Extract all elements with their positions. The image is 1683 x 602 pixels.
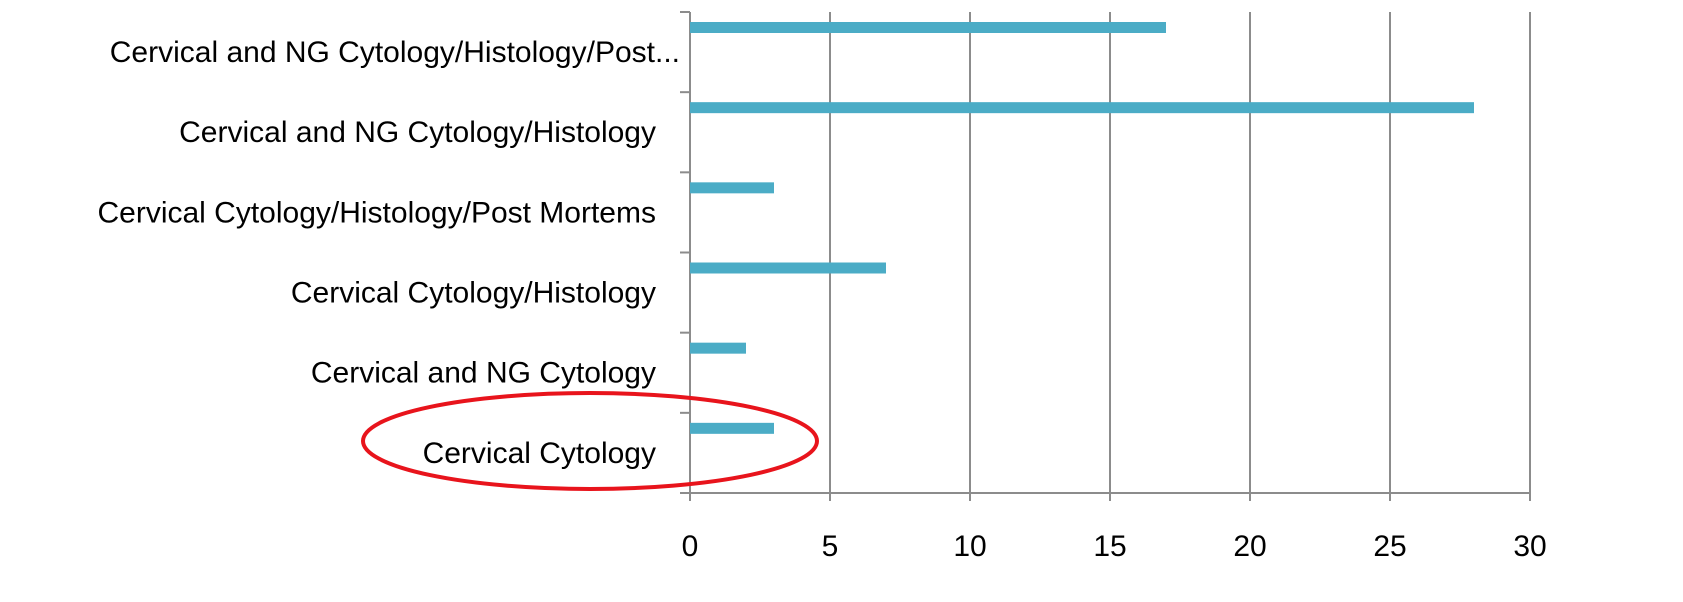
y-tick-label: Cervical Cytology/Histology/Post Mortems bbox=[97, 196, 656, 229]
x-tick-label: 25 bbox=[1373, 530, 1406, 563]
y-tick-label: Cervical Cytology bbox=[423, 437, 656, 470]
bar bbox=[690, 22, 1166, 33]
x-tick-label: 15 bbox=[1093, 530, 1126, 563]
bar bbox=[690, 102, 1474, 114]
bar bbox=[690, 262, 886, 274]
x-tick-label: 30 bbox=[1513, 530, 1546, 563]
bar bbox=[690, 182, 774, 194]
x-tick-label: 0 bbox=[682, 530, 699, 563]
bar bbox=[690, 422, 774, 434]
y-tick-label: Cervical Cytology/Histology bbox=[291, 276, 656, 309]
y-tick-label: Cervical and NG Cytology/Histology bbox=[179, 116, 656, 149]
highlight-ellipse bbox=[361, 391, 819, 491]
y-tick-label: Cervical and NG Cytology bbox=[311, 357, 656, 390]
bar bbox=[690, 342, 746, 354]
x-tick-label: 5 bbox=[822, 530, 839, 563]
x-tick-label: 10 bbox=[953, 530, 986, 563]
y-tick-label: Cervical and NG Cytology/Histology/Post.… bbox=[110, 36, 680, 69]
x-tick-label: 20 bbox=[1233, 530, 1266, 563]
